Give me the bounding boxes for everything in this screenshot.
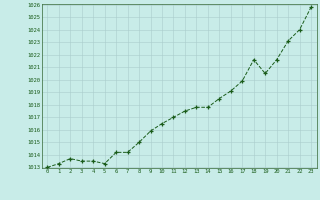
Text: Graphe pression niveau de la mer (hPa): Graphe pression niveau de la mer (hPa): [65, 184, 255, 193]
